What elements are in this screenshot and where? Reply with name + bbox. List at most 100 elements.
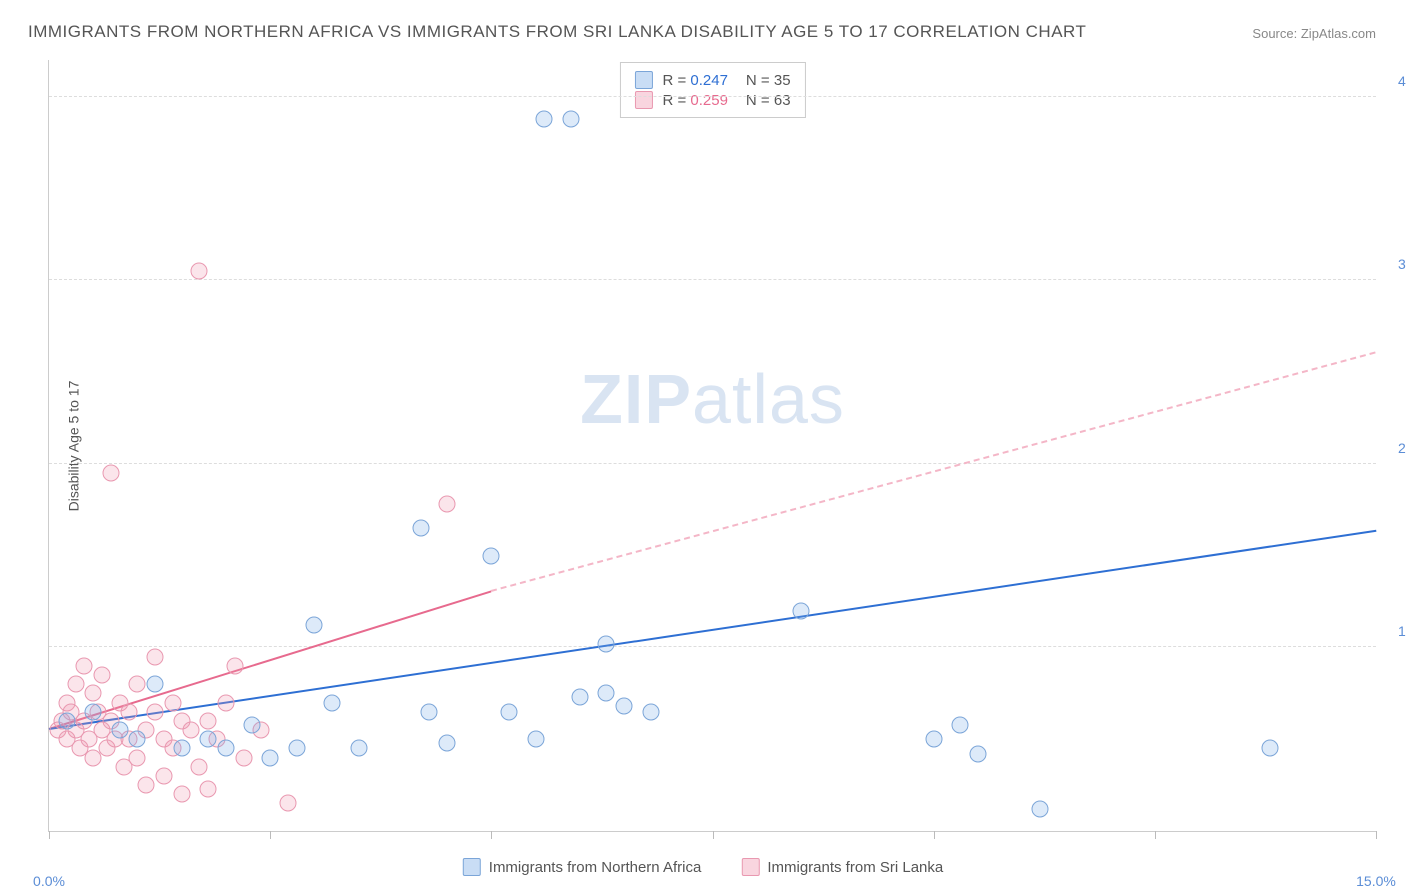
trend-line (491, 352, 1376, 593)
scatter-point (67, 676, 84, 693)
x-tick (1376, 831, 1377, 839)
scatter-point (571, 689, 588, 706)
legend-item-blue: Immigrants from Northern Africa (463, 858, 702, 876)
y-tick-label: 20.0% (1378, 440, 1406, 456)
source-attribution: Source: ZipAtlas.com (1252, 26, 1376, 41)
watermark: ZIPatlas (580, 359, 845, 439)
scatter-point (1261, 740, 1278, 757)
x-tick (1155, 831, 1156, 839)
scatter-point (94, 666, 111, 683)
scatter-point (792, 602, 809, 619)
scatter-point (952, 716, 969, 733)
n-label: N = (746, 92, 770, 109)
x-tick (49, 831, 50, 839)
legend-item-pink: Immigrants from Sri Lanka (741, 858, 943, 876)
legend-swatch-blue (634, 71, 652, 89)
scatter-point (147, 676, 164, 693)
correlation-legend: R = 0.247 N = 35 R = 0.259 N = 63 (619, 62, 805, 118)
series-legend: Immigrants from Northern Africa Immigran… (463, 858, 943, 876)
scatter-point (501, 703, 518, 720)
scatter-point (129, 749, 146, 766)
scatter-point (439, 496, 456, 513)
scatter-point (226, 657, 243, 674)
scatter-point (412, 520, 429, 537)
scatter-point (288, 740, 305, 757)
scatter-point (173, 740, 190, 757)
scatter-point (76, 657, 93, 674)
scatter-point (156, 767, 173, 784)
legend-swatch-pink (741, 858, 759, 876)
scatter-point (85, 703, 102, 720)
scatter-point (129, 676, 146, 693)
scatter-point (147, 703, 164, 720)
scatter-point (191, 758, 208, 775)
scatter-point (421, 703, 438, 720)
scatter-point (969, 745, 986, 762)
watermark-zip: ZIP (580, 360, 692, 438)
r-label: R = (662, 92, 686, 109)
r-label: R = (662, 72, 686, 89)
n-label: N = (746, 72, 770, 89)
scatter-point (527, 731, 544, 748)
gridline (49, 96, 1376, 97)
scatter-point (85, 685, 102, 702)
legend-r-pink: R = 0.259 (662, 92, 727, 109)
scatter-point (244, 716, 261, 733)
gridline (49, 463, 1376, 464)
source-site: ZipAtlas.com (1301, 26, 1376, 41)
source-label: Source: (1252, 26, 1297, 41)
scatter-point (217, 740, 234, 757)
gridline (49, 279, 1376, 280)
scatter-point (102, 465, 119, 482)
scatter-point (129, 731, 146, 748)
chart-title: IMMIGRANTS FROM NORTHERN AFRICA VS IMMIG… (28, 22, 1086, 42)
x-tick (934, 831, 935, 839)
scatter-point (200, 712, 217, 729)
scatter-point (182, 722, 199, 739)
scatter-point (191, 263, 208, 280)
scatter-point (120, 703, 137, 720)
y-tick-label: 30.0% (1378, 256, 1406, 272)
legend-label-pink: Immigrants from Sri Lanka (767, 859, 943, 876)
scatter-point (562, 110, 579, 127)
legend-row-blue: R = 0.247 N = 35 (634, 71, 790, 89)
scatter-point (483, 547, 500, 564)
scatter-point (111, 722, 128, 739)
legend-swatch-blue (463, 858, 481, 876)
x-tick-label: 15.0% (1356, 873, 1396, 889)
x-tick (713, 831, 714, 839)
gridline (49, 646, 1376, 647)
scatter-point (324, 694, 341, 711)
scatter-point (217, 694, 234, 711)
scatter-point (200, 731, 217, 748)
scatter-point (598, 685, 615, 702)
scatter-point (200, 780, 217, 797)
scatter-point (173, 786, 190, 803)
legend-n-pink: N = 63 (746, 92, 791, 109)
scatter-point (164, 694, 181, 711)
scatter-point (439, 734, 456, 751)
scatter-point (262, 749, 279, 766)
legend-label-blue: Immigrants from Northern Africa (489, 859, 702, 876)
r-value-pink: 0.259 (690, 92, 728, 109)
scatter-point (138, 777, 155, 794)
scatter-point (147, 648, 164, 665)
legend-n-blue: N = 35 (746, 72, 791, 89)
legend-row-pink: R = 0.259 N = 63 (634, 91, 790, 109)
scatter-point (616, 698, 633, 715)
scatter-point (536, 110, 553, 127)
legend-swatch-pink (634, 91, 652, 109)
y-tick-label: 40.0% (1378, 73, 1406, 89)
x-tick (491, 831, 492, 839)
legend-r-blue: R = 0.247 (662, 72, 727, 89)
scatter-point (642, 703, 659, 720)
r-value-blue: 0.247 (690, 72, 728, 89)
scatter-point (598, 635, 615, 652)
scatter-point (58, 712, 75, 729)
scatter-point (279, 795, 296, 812)
scatter-point (235, 749, 252, 766)
watermark-atlas: atlas (692, 360, 845, 438)
trend-line (49, 530, 1376, 730)
scatter-plot-area: ZIPatlas R = 0.247 N = 35 R = 0.259 N = … (48, 60, 1376, 832)
n-value-blue: 35 (774, 72, 791, 89)
